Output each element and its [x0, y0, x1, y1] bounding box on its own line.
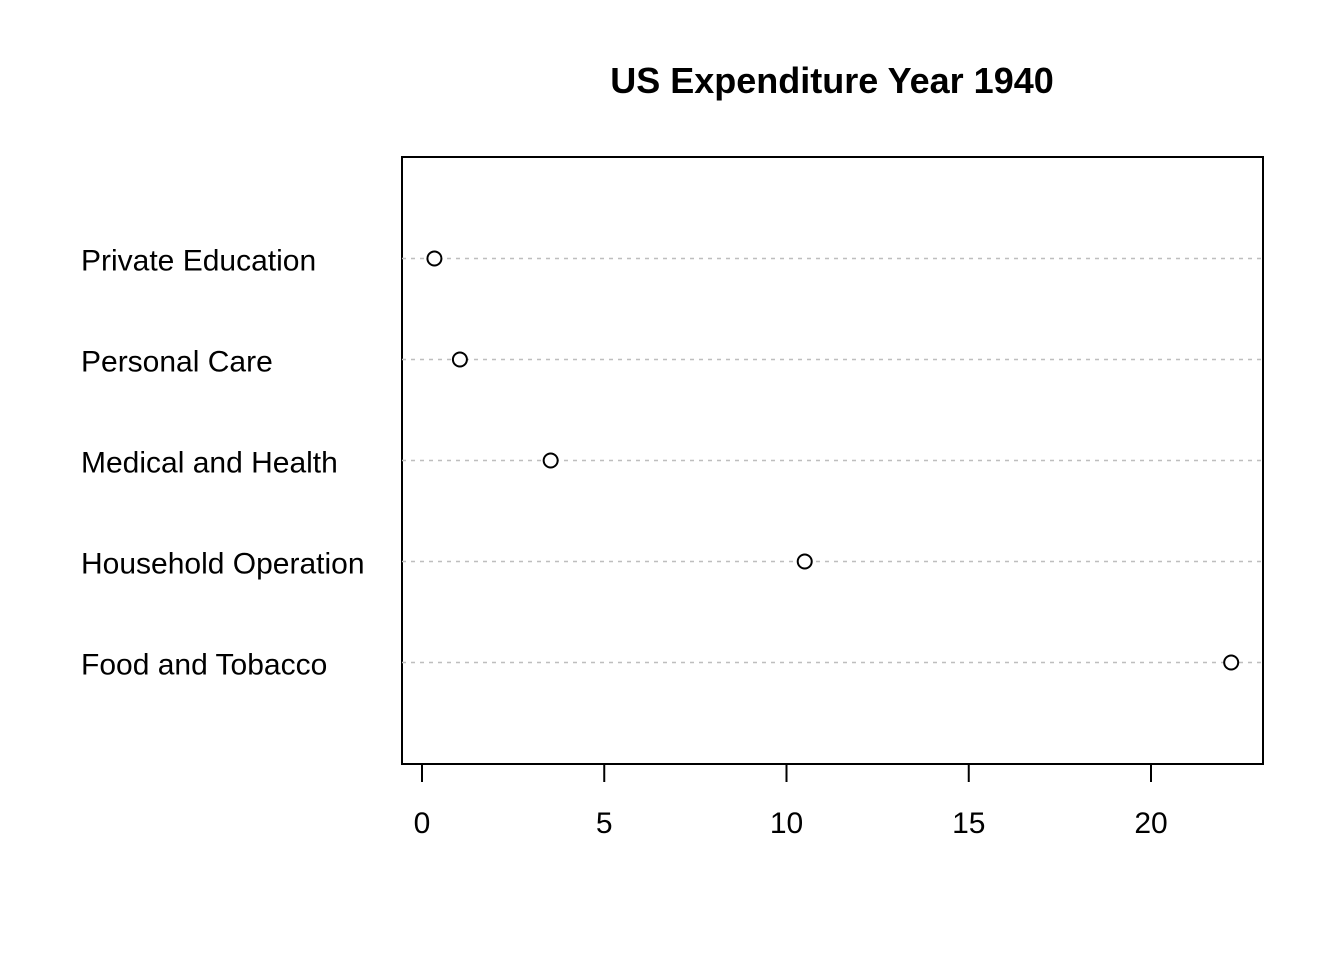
category-label: Household Operation [81, 548, 365, 581]
data-point [798, 555, 812, 569]
x-tick-label: 10 [770, 807, 803, 840]
data-point [453, 353, 467, 367]
chart-title: US Expenditure Year 1940 [610, 60, 1054, 101]
data-point [544, 454, 558, 468]
category-labels: Private Education Personal Care Medical an… [81, 245, 365, 682]
category-label: Private Education [81, 245, 316, 278]
x-tick-label: 20 [1134, 807, 1167, 840]
category-label: Personal Care [81, 346, 273, 379]
x-tick-label: 0 [414, 807, 431, 840]
data-point [1224, 656, 1238, 670]
x-axis: 0 5 10 15 20 [414, 764, 1168, 840]
category-label: Food and Tobacco [81, 649, 327, 682]
data-point [427, 252, 441, 266]
x-tick-label: 15 [952, 807, 985, 840]
category-label: Medical and Health [81, 447, 338, 480]
guide-lines [402, 259, 1263, 663]
x-tick-label: 5 [596, 807, 613, 840]
